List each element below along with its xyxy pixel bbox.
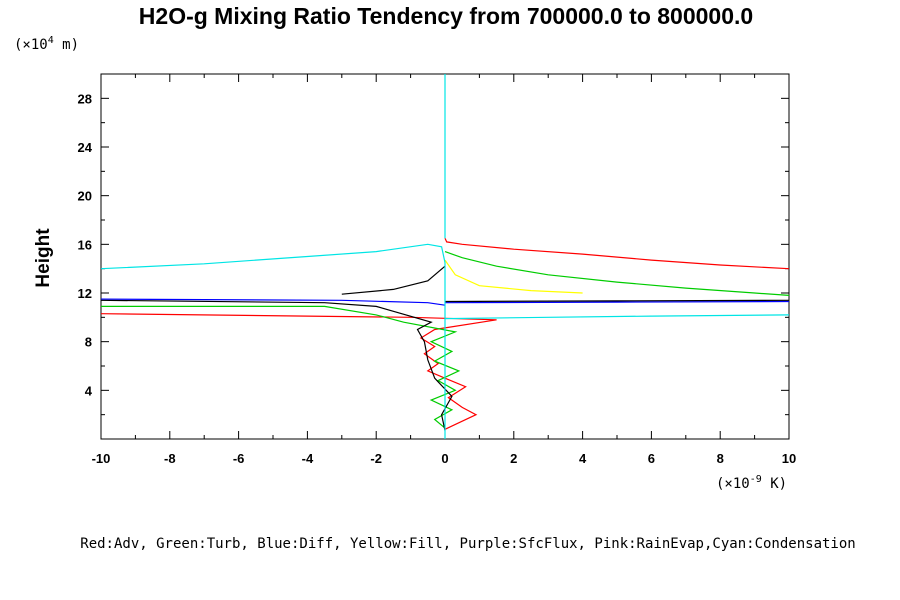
x-tick-label: 10 <box>782 451 796 466</box>
series-line <box>100 313 497 430</box>
y-tick-label: 16 <box>78 237 92 252</box>
series-line <box>444 299 790 303</box>
y-tick-label: 4 <box>85 383 93 398</box>
legend-text: Red:Adv, Green:Turb, Blue:Diff, Yellow:F… <box>80 536 855 552</box>
x-tick-label: -10 <box>92 451 111 466</box>
y-tick-label: 28 <box>78 91 92 106</box>
series-line <box>444 314 790 320</box>
y-tick-label: 24 <box>78 140 93 155</box>
x-tick-label: 2 <box>510 451 517 466</box>
x-unit-label: (×10-9 K) <box>716 474 787 492</box>
series-line <box>100 299 453 431</box>
y-tick-label: 8 <box>85 335 92 350</box>
y-tick-label: 20 <box>78 189 92 204</box>
series-line <box>444 237 790 270</box>
x-tick-label: -4 <box>302 451 314 466</box>
x-tick-label: 0 <box>441 451 448 466</box>
x-tick-label: 6 <box>648 451 655 466</box>
series-line <box>100 243 446 439</box>
x-tick-label: -2 <box>370 451 382 466</box>
y-tick-label: 12 <box>78 286 92 301</box>
series-line <box>444 300 790 304</box>
series-line <box>100 298 446 306</box>
x-tick-label: 8 <box>717 451 724 466</box>
series-line <box>101 305 461 429</box>
series-line <box>444 251 790 296</box>
x-tick-label: 4 <box>579 451 587 466</box>
x-tick-label: -6 <box>233 451 245 466</box>
y-unit-label: (×104 m) <box>14 35 79 53</box>
x-tick-label: -8 <box>164 451 176 466</box>
series-line <box>341 265 446 295</box>
series-line <box>444 259 583 294</box>
y-axis-title: Height <box>33 228 54 288</box>
chart-title: H2O-g Mixing Ratio Tendency from 700000.… <box>139 3 753 29</box>
